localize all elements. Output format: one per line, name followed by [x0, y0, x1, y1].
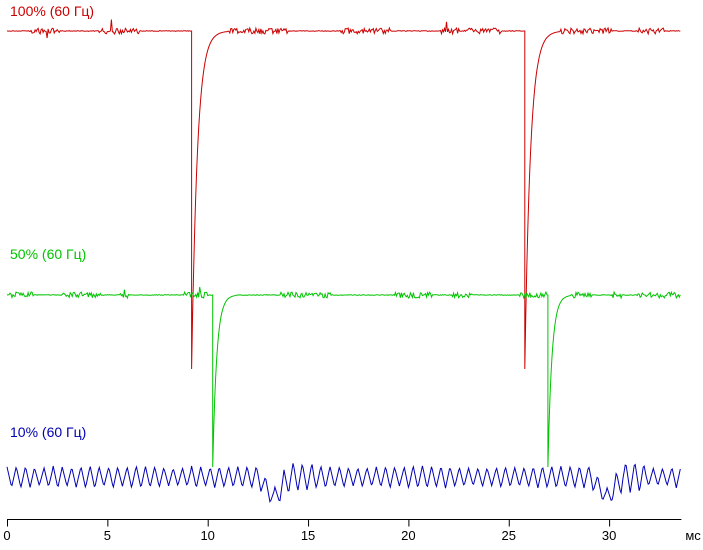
series-label-100pct: 100% (60 Гц): [10, 3, 95, 19]
x-axis-unit-label: мс: [685, 528, 701, 543]
series-label-50pct: 50% (60 Гц): [10, 246, 87, 262]
x-tick-label: 5: [104, 528, 111, 543]
x-tick-label: 0: [3, 528, 10, 543]
x-tick-label: 30: [602, 528, 616, 543]
trace-10pct: [6, 463, 681, 503]
traces-group: [6, 19, 681, 503]
x-axis: 0 5 10 15 20 25 30 мс: [3, 519, 701, 543]
x-tick-label: 20: [401, 528, 415, 543]
x-tick-label: 10: [200, 528, 214, 543]
trace-50pct: [6, 286, 681, 468]
x-tick-label: 25: [502, 528, 516, 543]
series-label-10pct: 10% (60 Гц): [10, 424, 87, 440]
x-tick-label: 15: [301, 528, 315, 543]
trace-100pct: [7, 19, 681, 370]
